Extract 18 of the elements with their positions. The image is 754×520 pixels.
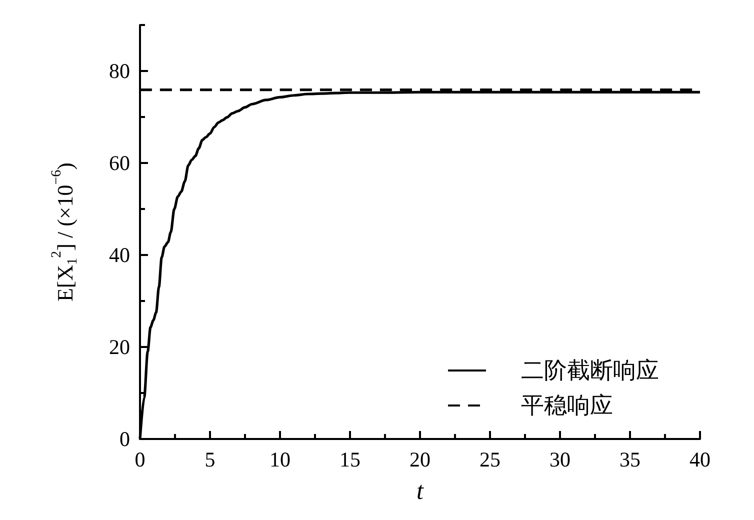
x-tick-label: 25 xyxy=(480,448,500,472)
y-tick-label: 0 xyxy=(120,427,130,451)
x-axis-title: t xyxy=(416,478,425,505)
legend-label: 平稳响应 xyxy=(521,393,613,418)
y-tick-label: 60 xyxy=(109,151,130,175)
x-tick-label: 10 xyxy=(270,448,290,472)
y-tick-label: 20 xyxy=(109,335,130,359)
x-tick-label: 15 xyxy=(340,448,360,472)
x-tick-label: 30 xyxy=(550,448,570,472)
x-tick-label: 5 xyxy=(204,448,216,472)
x-tick-label: 20 xyxy=(410,448,430,472)
legend-label: 二阶截断响应 xyxy=(521,358,659,383)
x-tick-label: 35 xyxy=(620,448,640,472)
x-tick-label: 40 xyxy=(690,448,710,472)
x-tick-label: 0 xyxy=(134,448,146,472)
y-axis-title: E[X12] / (×10−6) xyxy=(50,162,80,302)
y-tick-label: 80 xyxy=(109,59,130,83)
y-tick-label: 40 xyxy=(109,243,130,267)
